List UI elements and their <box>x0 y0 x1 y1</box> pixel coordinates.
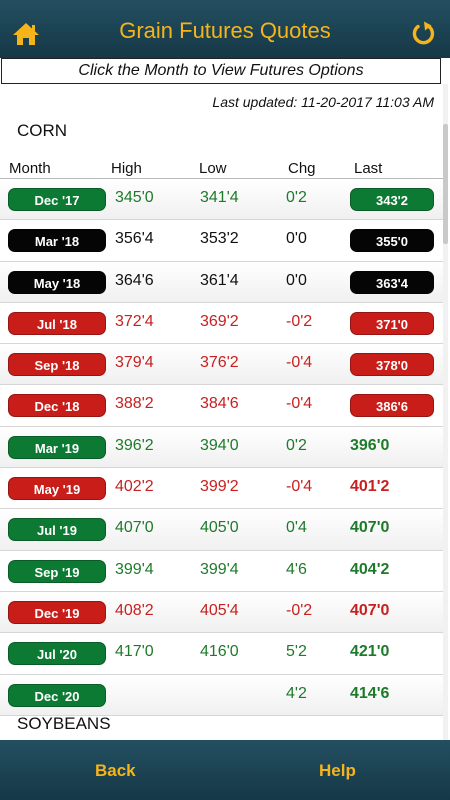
high-value: 388'2 <box>115 395 154 413</box>
chg-value: 4'6 <box>286 560 307 578</box>
month-button[interactable]: Jul '19 <box>8 518 106 542</box>
quote-row: Jul '18 372'4 369'2 -0'2 371'0 <box>0 303 444 345</box>
last-price-value: 407'0 <box>350 601 390 619</box>
month-button[interactable]: May '19 <box>8 477 106 501</box>
low-value: 369'2 <box>200 312 239 330</box>
last-price-value: 404'2 <box>350 560 390 578</box>
quote-row: Dec '20 4'2 414'6 <box>0 674 444 716</box>
back-button[interactable]: Back <box>95 761 136 780</box>
month-button[interactable]: Sep '18 <box>8 353 106 377</box>
quote-row: Mar '19 396'2 394'0 0'2 396'0 <box>0 426 444 469</box>
high-value: 408'2 <box>115 601 154 619</box>
column-header-high: High <box>111 160 142 177</box>
scrollbar-thumb[interactable] <box>443 124 448 244</box>
help-button[interactable]: Help <box>319 761 356 780</box>
last-price-badge: 371'0 <box>350 311 434 335</box>
low-value: 376'2 <box>200 354 239 372</box>
quote-row: Dec '19 408'2 405'4 -0'2 407'0 <box>0 591 444 634</box>
column-header-low: Low <box>199 160 227 177</box>
quotes-content[interactable]: Last updated: 11-20-2017 11:03 AM CORN M… <box>0 84 444 740</box>
page-title: Grain Futures Quotes <box>119 18 331 43</box>
chg-value: -0'4 <box>286 395 313 413</box>
last-price-value: 401'2 <box>350 478 390 496</box>
high-value: 402'2 <box>115 478 154 496</box>
chg-value: 0'0 <box>286 271 307 289</box>
high-value: 396'2 <box>115 436 154 454</box>
high-value: 417'0 <box>115 643 154 661</box>
last-price-badge: 386'6 <box>350 394 434 418</box>
chg-value: 0'4 <box>286 519 307 537</box>
low-value: 353'2 <box>200 230 239 248</box>
low-value: 416'0 <box>200 643 239 661</box>
app-header: Grain Futures Quotes <box>0 0 450 58</box>
header-divider <box>0 178 444 179</box>
low-value: 384'6 <box>200 395 239 413</box>
quote-row: Dec '18 388'2 384'6 -0'4 386'6 <box>0 385 444 427</box>
last-price-value: 396'0 <box>350 436 390 454</box>
last-price-badge: 343'2 <box>350 188 434 211</box>
quote-row: Dec '17 345'0 341'4 0'2 343'2 <box>0 179 444 221</box>
chg-value: -0'2 <box>286 312 313 330</box>
section-title-corn: CORN <box>17 121 68 140</box>
chg-value: -0'4 <box>286 354 313 372</box>
month-button[interactable]: Jul '18 <box>8 311 106 335</box>
month-button[interactable]: Sep '19 <box>8 559 106 583</box>
low-value: 394'0 <box>200 436 239 454</box>
low-value: 361'4 <box>200 271 239 289</box>
month-button[interactable]: Dec '18 <box>8 394 106 418</box>
last-price-value: 407'0 <box>350 519 390 537</box>
quote-row: Jul '19 407'0 405'0 0'4 407'0 <box>0 509 444 551</box>
quote-row: Jul '20 417'0 416'0 5'2 421'0 <box>0 633 444 675</box>
low-value: 399'4 <box>200 560 239 578</box>
quote-row: Sep '18 379'4 376'2 -0'4 378'0 <box>0 344 444 386</box>
column-header-chg: Chg <box>288 160 316 177</box>
high-value: 345'0 <box>115 189 154 206</box>
quotes-table: Dec '17 345'0 341'4 0'2 343'2 Mar '18 356'4 353… <box>0 179 444 716</box>
high-value: 372'4 <box>115 312 154 330</box>
column-header-last: Last <box>354 160 383 177</box>
month-button[interactable]: Dec '19 <box>8 600 106 624</box>
low-value: 405'4 <box>200 601 239 619</box>
last-price-badge: 378'0 <box>350 353 434 377</box>
app-footer: Back Help <box>0 740 450 800</box>
quote-row: May '18 364'6 361'4 0'0 363'4 <box>0 261 444 303</box>
high-value: 356'4 <box>115 230 154 248</box>
month-button[interactable]: Jul '20 <box>8 642 106 666</box>
last-price-value: 414'6 <box>350 684 390 702</box>
low-value: 405'0 <box>200 519 239 537</box>
high-value: 364'6 <box>115 271 154 289</box>
low-value: 341'4 <box>200 189 239 206</box>
chg-value: 0'2 <box>286 436 307 454</box>
month-button[interactable]: Mar '19 <box>8 435 106 459</box>
high-value: 407'0 <box>115 519 154 537</box>
month-button[interactable]: Dec '17 <box>8 188 106 211</box>
month-button[interactable]: Mar '18 <box>8 229 106 253</box>
quote-row: Mar '18 356'4 353'2 0'0 355'0 <box>0 220 444 262</box>
chg-value: 0'0 <box>286 230 307 248</box>
home-icon[interactable] <box>12 22 40 46</box>
last-updated-text: Last updated: 11-20-2017 11:03 AM <box>212 94 434 110</box>
high-value: 379'4 <box>115 354 154 372</box>
scrollbar[interactable] <box>443 84 448 740</box>
last-price-badge: 355'0 <box>350 229 434 253</box>
last-price-badge: 363'4 <box>350 270 434 294</box>
refresh-icon[interactable] <box>410 20 438 48</box>
section-title-soybeans: SOYBEANS <box>17 714 111 733</box>
quote-row: Sep '19 399'4 399'4 4'6 404'2 <box>0 551 444 592</box>
month-button[interactable]: May '18 <box>8 270 106 294</box>
column-header-month: Month <box>9 160 51 177</box>
chg-value: -0'2 <box>286 601 313 619</box>
chg-value: -0'4 <box>286 478 313 496</box>
month-button[interactable]: Dec '20 <box>8 683 106 707</box>
high-value: 399'4 <box>115 560 154 578</box>
quote-row: May '19 402'2 399'2 -0'4 401'2 <box>0 468 444 510</box>
chg-value: 4'2 <box>286 684 307 702</box>
chg-value: 5'2 <box>286 643 307 661</box>
last-price-value: 421'0 <box>350 643 390 661</box>
low-value: 399'2 <box>200 478 239 496</box>
chg-value: 0'2 <box>286 189 307 206</box>
options-hint-banner: Click the Month to View Futures Options <box>1 58 441 84</box>
